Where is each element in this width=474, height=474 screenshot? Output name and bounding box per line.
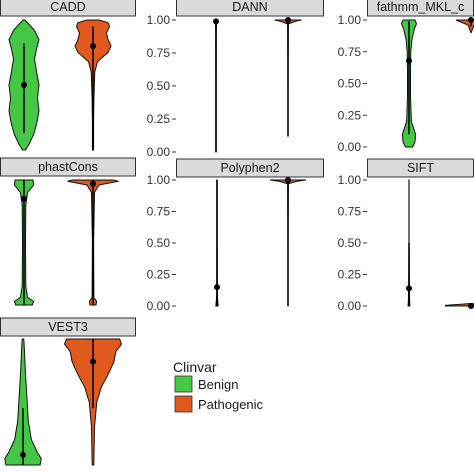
median-point-polyphen2-benign (214, 284, 220, 290)
strip-title-fathmm-mkl-c: fathmm_MKL_c (377, 0, 465, 14)
y-tick-label-sift-1: 0.25 (338, 268, 362, 282)
panel-clip-sift (406, 180, 474, 309)
strip-title-sift: SIFT (407, 161, 434, 175)
legend-title: Clinvar (173, 359, 217, 375)
y-tick-label-dann-2: 0.50 (147, 79, 171, 93)
median-point-cadd-benign (21, 82, 27, 88)
y-tick-label-dann-1: 0.25 (147, 112, 171, 126)
median-point-phastcons-pathogenic (90, 181, 96, 187)
strip-title-phastcons: phastCons (38, 160, 98, 174)
panel-clip-phastcons (14, 180, 118, 305)
panel-clip-dann (213, 17, 302, 152)
y-tick-label-polyphen2-3: 0.75 (147, 205, 171, 219)
y-tick-label-fathmm-mkl-c-0: 0.00 (338, 140, 362, 154)
y-tick-label-polyphen2-2: 0.50 (147, 236, 171, 250)
median-point-fathmm-mkl-c-benign (406, 58, 412, 64)
panel-clip-cadd (9, 20, 111, 150)
panel-dann: DANN 0.00 0.25 0.50 0.75 1.00 (147, 0, 324, 159)
strip-title-cadd: CADD (50, 0, 85, 14)
panel-clip-polyphen2 (214, 177, 306, 306)
panel-clip-vest3 (5, 339, 122, 465)
legend: Clinvar Benign Pathogenic (173, 359, 264, 412)
panels-layer: CADD DANN0.000.250.500.751.00fathmm_MKL_c… (1, 0, 474, 465)
legend-swatch-benign (175, 376, 192, 392)
y-tick-label-fathmm-mkl-c-1: 0.25 (338, 108, 362, 122)
y-tick-label-polyphen2-1: 0.25 (147, 268, 171, 282)
y-tick-label-fathmm-mkl-c-2: 0.50 (338, 77, 362, 91)
y-tick-label-sift-4: 1.00 (338, 173, 362, 187)
y-tick-label-sift-2: 0.50 (338, 236, 362, 250)
legend-entry-benign: Benign (175, 376, 238, 392)
panel-polyphen2: Polyphen2 0.00 0.25 0.50 0.75 1.00 (147, 159, 324, 313)
y-tick-label-sift-3: 0.75 (338, 205, 362, 219)
panel-vest3: VEST3 (1, 318, 136, 465)
median-point-dann-pathogenic (285, 17, 291, 23)
median-point-phastcons-benign (21, 196, 27, 202)
panel-sift: SIFT 0.00 0.25 0.50 0.75 1.00 (338, 159, 474, 313)
median-point-dann-benign (213, 18, 219, 24)
median-point-sift-pathogenic (468, 303, 474, 309)
median-point-vest3-pathogenic (90, 359, 96, 365)
y-tick-label-sift-0: 0.00 (338, 299, 362, 313)
legend-label-benign: Benign (198, 377, 238, 392)
median-point-cadd-pathogenic (90, 43, 96, 49)
median-point-vest3-benign (20, 452, 26, 458)
y-tick-label-fathmm-mkl-c-4: 1.00 (338, 13, 362, 27)
y-tick-label-polyphen2-4: 1.00 (147, 173, 171, 187)
median-point-polyphen2-pathogenic (285, 177, 291, 183)
legend-label-pathogenic: Pathogenic (198, 397, 264, 412)
y-tick-label-dann-4: 1.00 (147, 13, 171, 27)
y-tick-label-dann-0: 0.00 (147, 145, 171, 159)
strip-title-polyphen2: Polyphen2 (220, 161, 279, 175)
panel-cadd: CADD (1, 0, 136, 150)
y-tick-label-polyphen2-0: 0.00 (147, 299, 171, 313)
y-tick-label-dann-3: 0.75 (147, 46, 171, 60)
panel-clip-fathmm-mkl-c (402, 17, 474, 147)
legend-entry-pathogenic: Pathogenic (175, 396, 264, 412)
legend-swatch-pathogenic (175, 396, 192, 412)
strip-title-vest3: VEST3 (48, 320, 88, 334)
y-tick-label-fathmm-mkl-c-3: 0.75 (338, 45, 362, 59)
panel-phastcons: phastCons (1, 158, 136, 305)
median-point-fathmm-mkl-c-pathogenic (468, 17, 474, 23)
strip-title-dann: DANN (232, 0, 267, 14)
panel-fathmm-mkl-c: fathmm_MKL_c 0.00 0.25 0.50 0.75 1.00 (338, 0, 474, 154)
median-point-sift-benign (406, 285, 412, 291)
